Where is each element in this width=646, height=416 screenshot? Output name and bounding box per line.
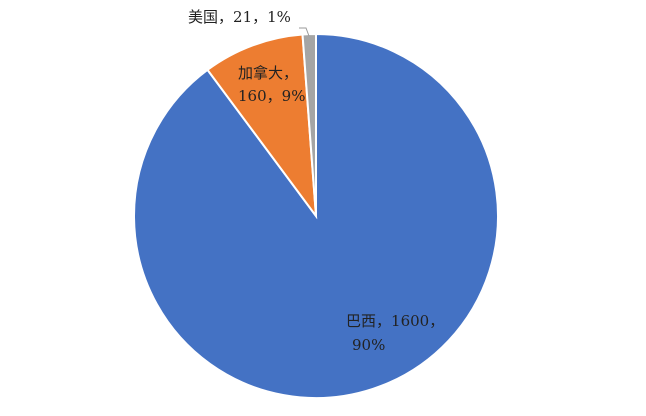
label-separator: ， xyxy=(429,312,444,330)
label-separator: ， xyxy=(376,312,391,330)
label-separator: ， xyxy=(218,8,233,26)
label-category: 巴西 xyxy=(346,312,376,330)
label-category: 加拿大 xyxy=(238,64,283,82)
label-category: 美国 xyxy=(188,8,218,26)
label-value: 21 xyxy=(233,8,252,26)
label-separator: ， xyxy=(267,87,282,105)
label-percent: 9% xyxy=(282,87,306,105)
data-label: 加拿大， 160，9% xyxy=(238,64,305,105)
pie-slice xyxy=(301,32,317,217)
leader-line xyxy=(299,27,310,37)
label-value: 1600 xyxy=(391,312,429,330)
pie-slice xyxy=(206,33,318,220)
data-label: 巴西，1600， 90% xyxy=(346,312,444,354)
label-value: 160 xyxy=(238,87,267,105)
label-percent: 1% xyxy=(267,8,291,26)
label-percent: 90% xyxy=(352,336,385,354)
label-separator: ， xyxy=(283,64,298,82)
label-separator: ， xyxy=(252,8,267,26)
data-label: 美国，21，1% xyxy=(188,8,291,26)
